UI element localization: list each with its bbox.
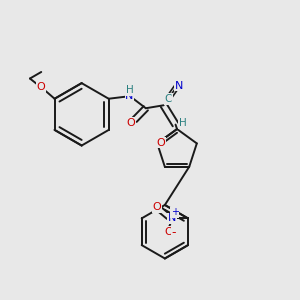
Text: O: O	[127, 118, 135, 128]
Text: N: N	[125, 92, 134, 101]
Text: C: C	[164, 94, 172, 104]
Text: +: +	[171, 207, 179, 218]
Text: O: O	[164, 227, 173, 237]
Text: O: O	[157, 137, 166, 148]
Text: O: O	[37, 82, 46, 92]
Text: O: O	[152, 202, 161, 212]
Text: N: N	[167, 213, 176, 224]
Text: N: N	[175, 80, 183, 91]
Text: H: H	[179, 118, 187, 128]
Text: -: -	[172, 226, 176, 239]
Text: H: H	[126, 85, 134, 95]
